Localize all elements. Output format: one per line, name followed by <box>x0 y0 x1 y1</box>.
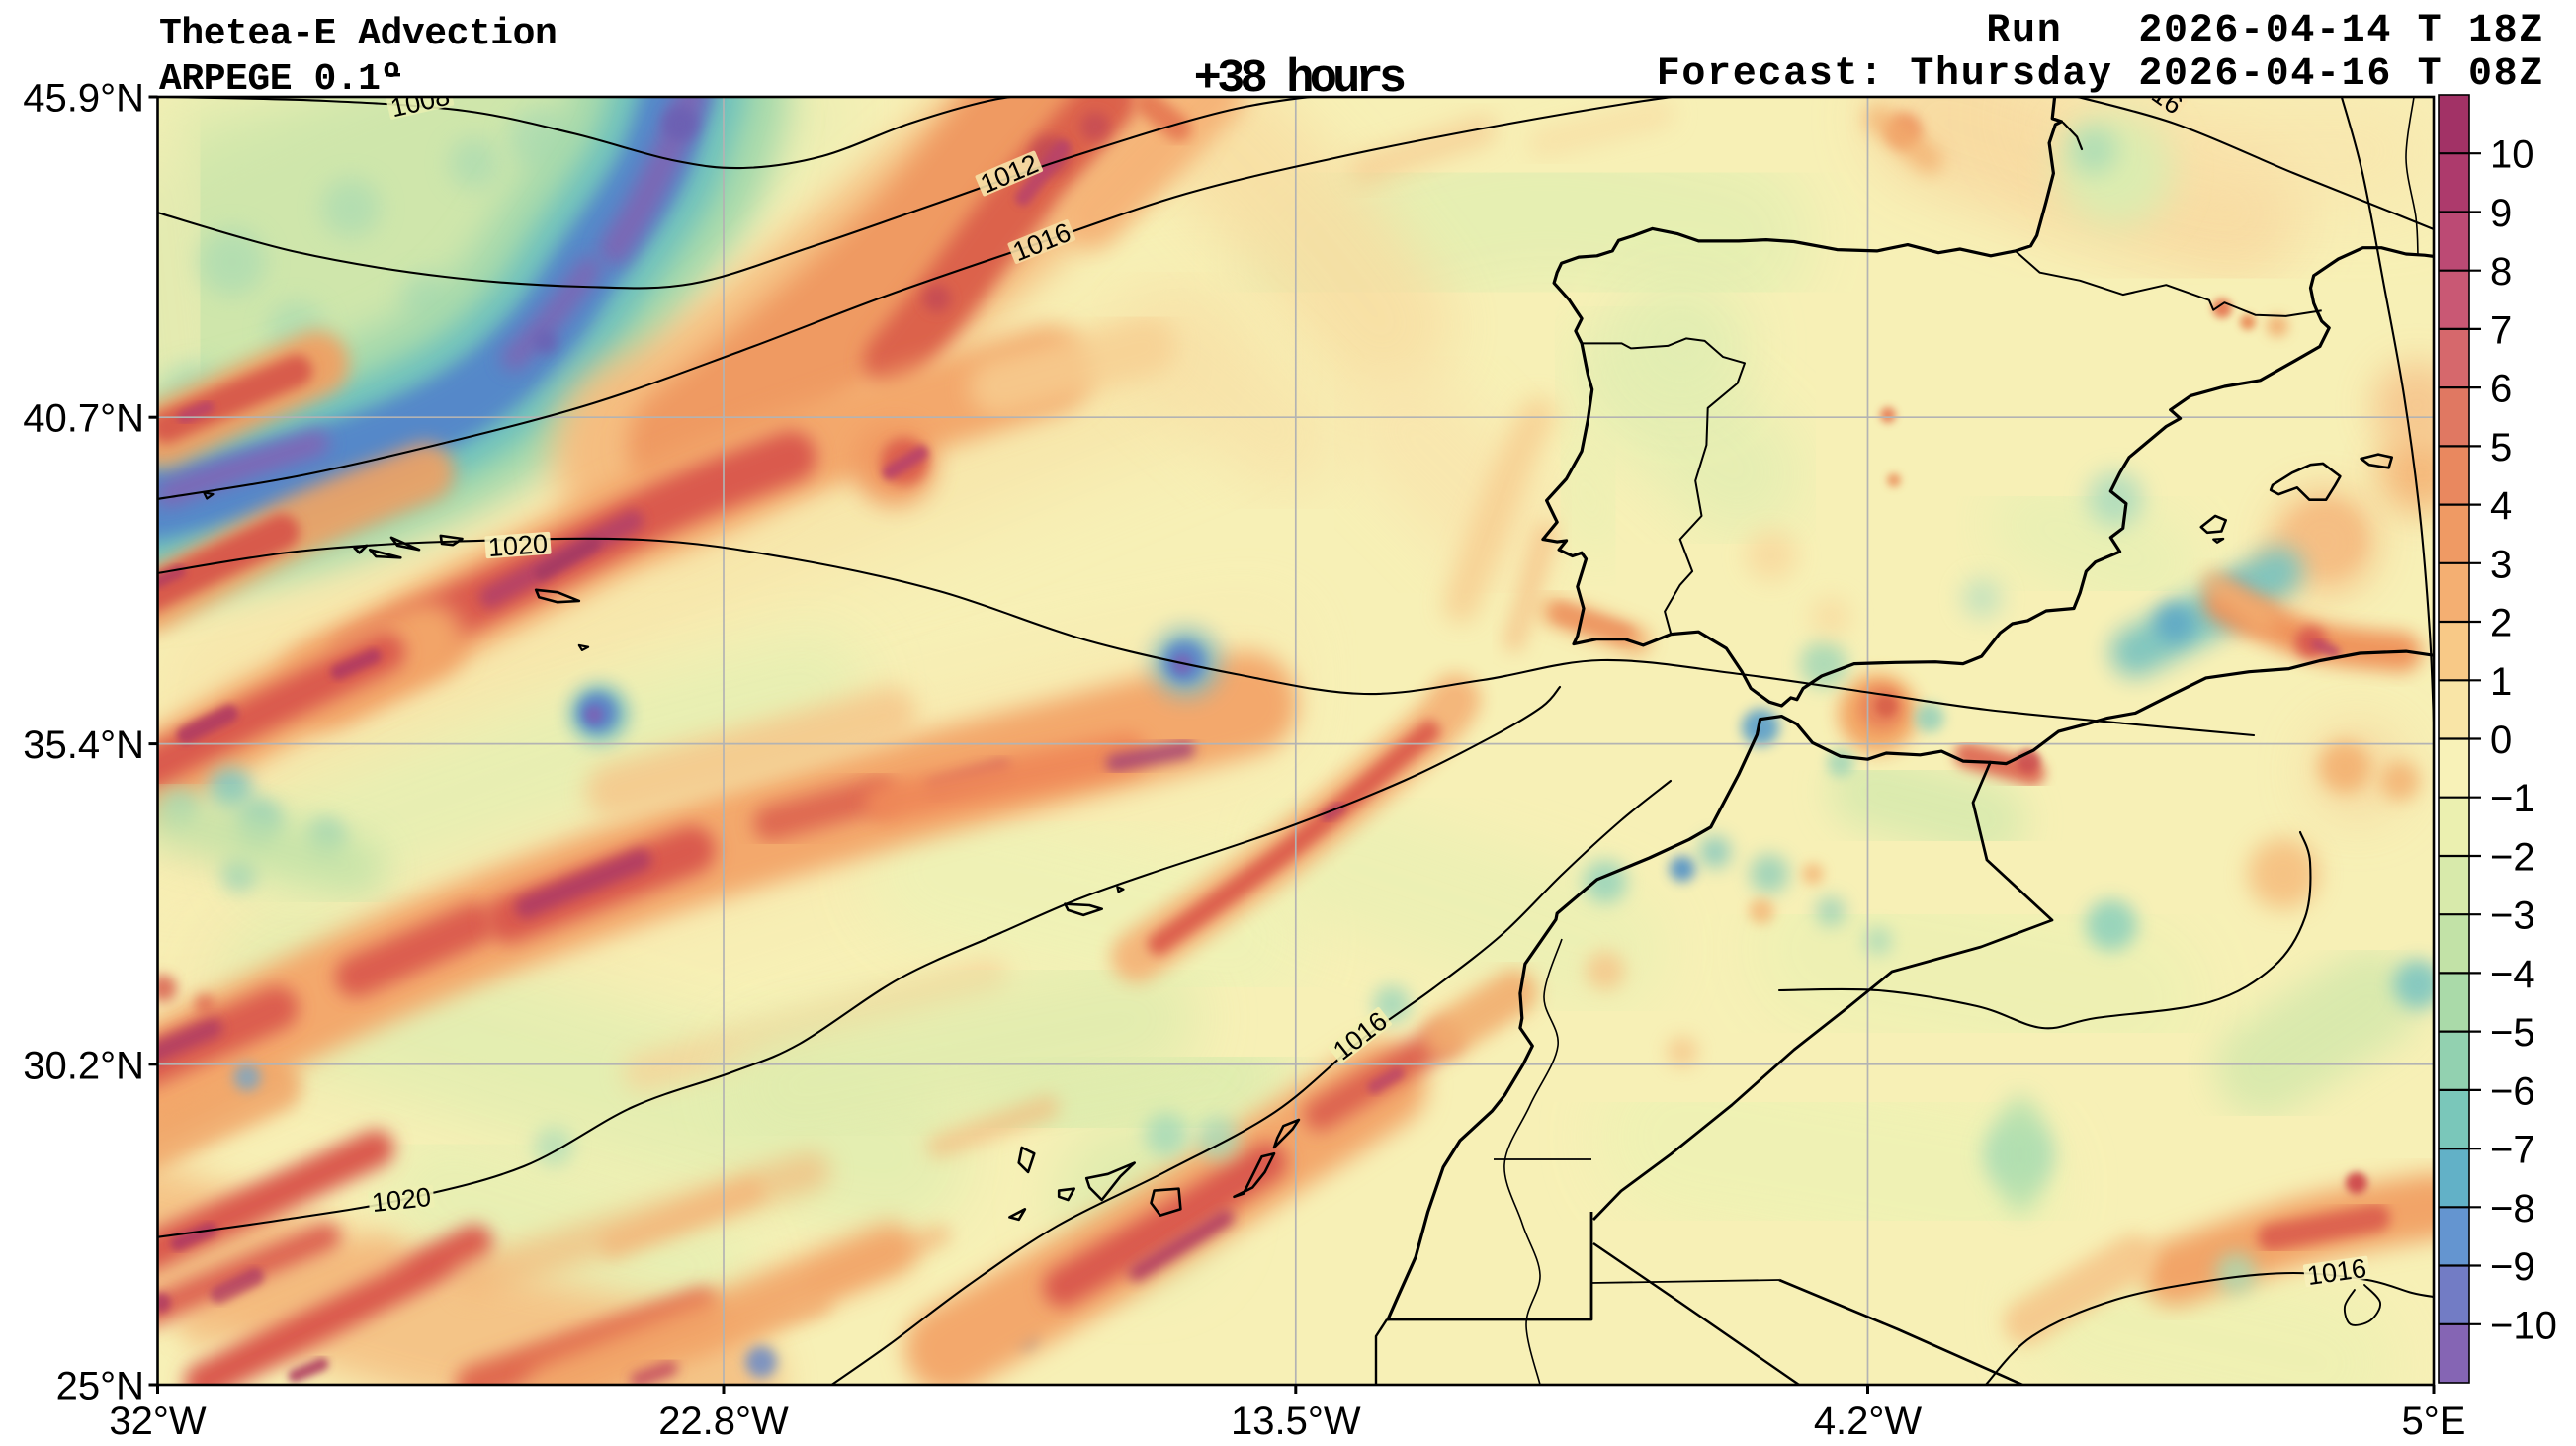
svg-text:9: 9 <box>2490 192 2512 235</box>
svg-text:−3: −3 <box>2490 894 2535 938</box>
svg-text:5: 5 <box>2490 426 2512 469</box>
svg-text:32°W: 32°W <box>109 1400 206 1443</box>
svg-text:−4: −4 <box>2490 953 2535 996</box>
svg-text:Forecast: Thursday 2026-04-16: Forecast: Thursday 2026-04-16 T 08Z <box>1657 52 2544 97</box>
svg-text:2: 2 <box>2490 602 2512 645</box>
svg-text:+38 hours: +38 hours <box>1194 53 1405 106</box>
svg-text:Thetea-E Advection: Thetea-E Advection <box>159 13 557 55</box>
svg-text:13.5°W: 13.5°W <box>1231 1400 1361 1443</box>
svg-text:−8: −8 <box>2490 1187 2535 1231</box>
svg-text:0: 0 <box>2490 719 2512 762</box>
svg-text:ARPEGE 0.1º: ARPEGE 0.1º <box>159 58 402 101</box>
svg-text:25°N: 25°N <box>56 1365 144 1408</box>
svg-text:8: 8 <box>2490 250 2512 294</box>
svg-text:1020: 1020 <box>487 529 549 562</box>
svg-text:5°E: 5°E <box>2402 1400 2466 1443</box>
svg-text:30.2°N: 30.2°N <box>23 1044 144 1087</box>
svg-text:−9: −9 <box>2490 1245 2535 1289</box>
svg-text:1: 1 <box>2490 660 2512 704</box>
svg-text:22.8°W: 22.8°W <box>658 1400 789 1443</box>
svg-text:1020: 1020 <box>371 1182 433 1218</box>
svg-text:40.7°N: 40.7°N <box>23 397 144 441</box>
svg-text:−1: −1 <box>2490 777 2535 820</box>
svg-text:−6: −6 <box>2490 1069 2535 1113</box>
svg-text:6: 6 <box>2490 368 2512 411</box>
svg-text:Run 2026-04-14 T 18Z: Run 2026-04-14 T 18Z <box>1986 9 2544 53</box>
svg-text:−10: −10 <box>2490 1304 2557 1347</box>
svg-text:−7: −7 <box>2490 1129 2535 1172</box>
svg-text:−5: −5 <box>2490 1011 2535 1055</box>
svg-text:4.2°W: 4.2°W <box>1814 1400 1923 1443</box>
svg-text:10: 10 <box>2490 133 2534 177</box>
svg-text:7: 7 <box>2490 308 2512 352</box>
svg-text:45.9°N: 45.9°N <box>23 77 144 121</box>
svg-text:35.4°N: 35.4°N <box>23 723 144 767</box>
svg-text:4: 4 <box>2490 484 2512 528</box>
svg-text:−2: −2 <box>2490 836 2535 880</box>
svg-text:3: 3 <box>2490 543 2512 586</box>
